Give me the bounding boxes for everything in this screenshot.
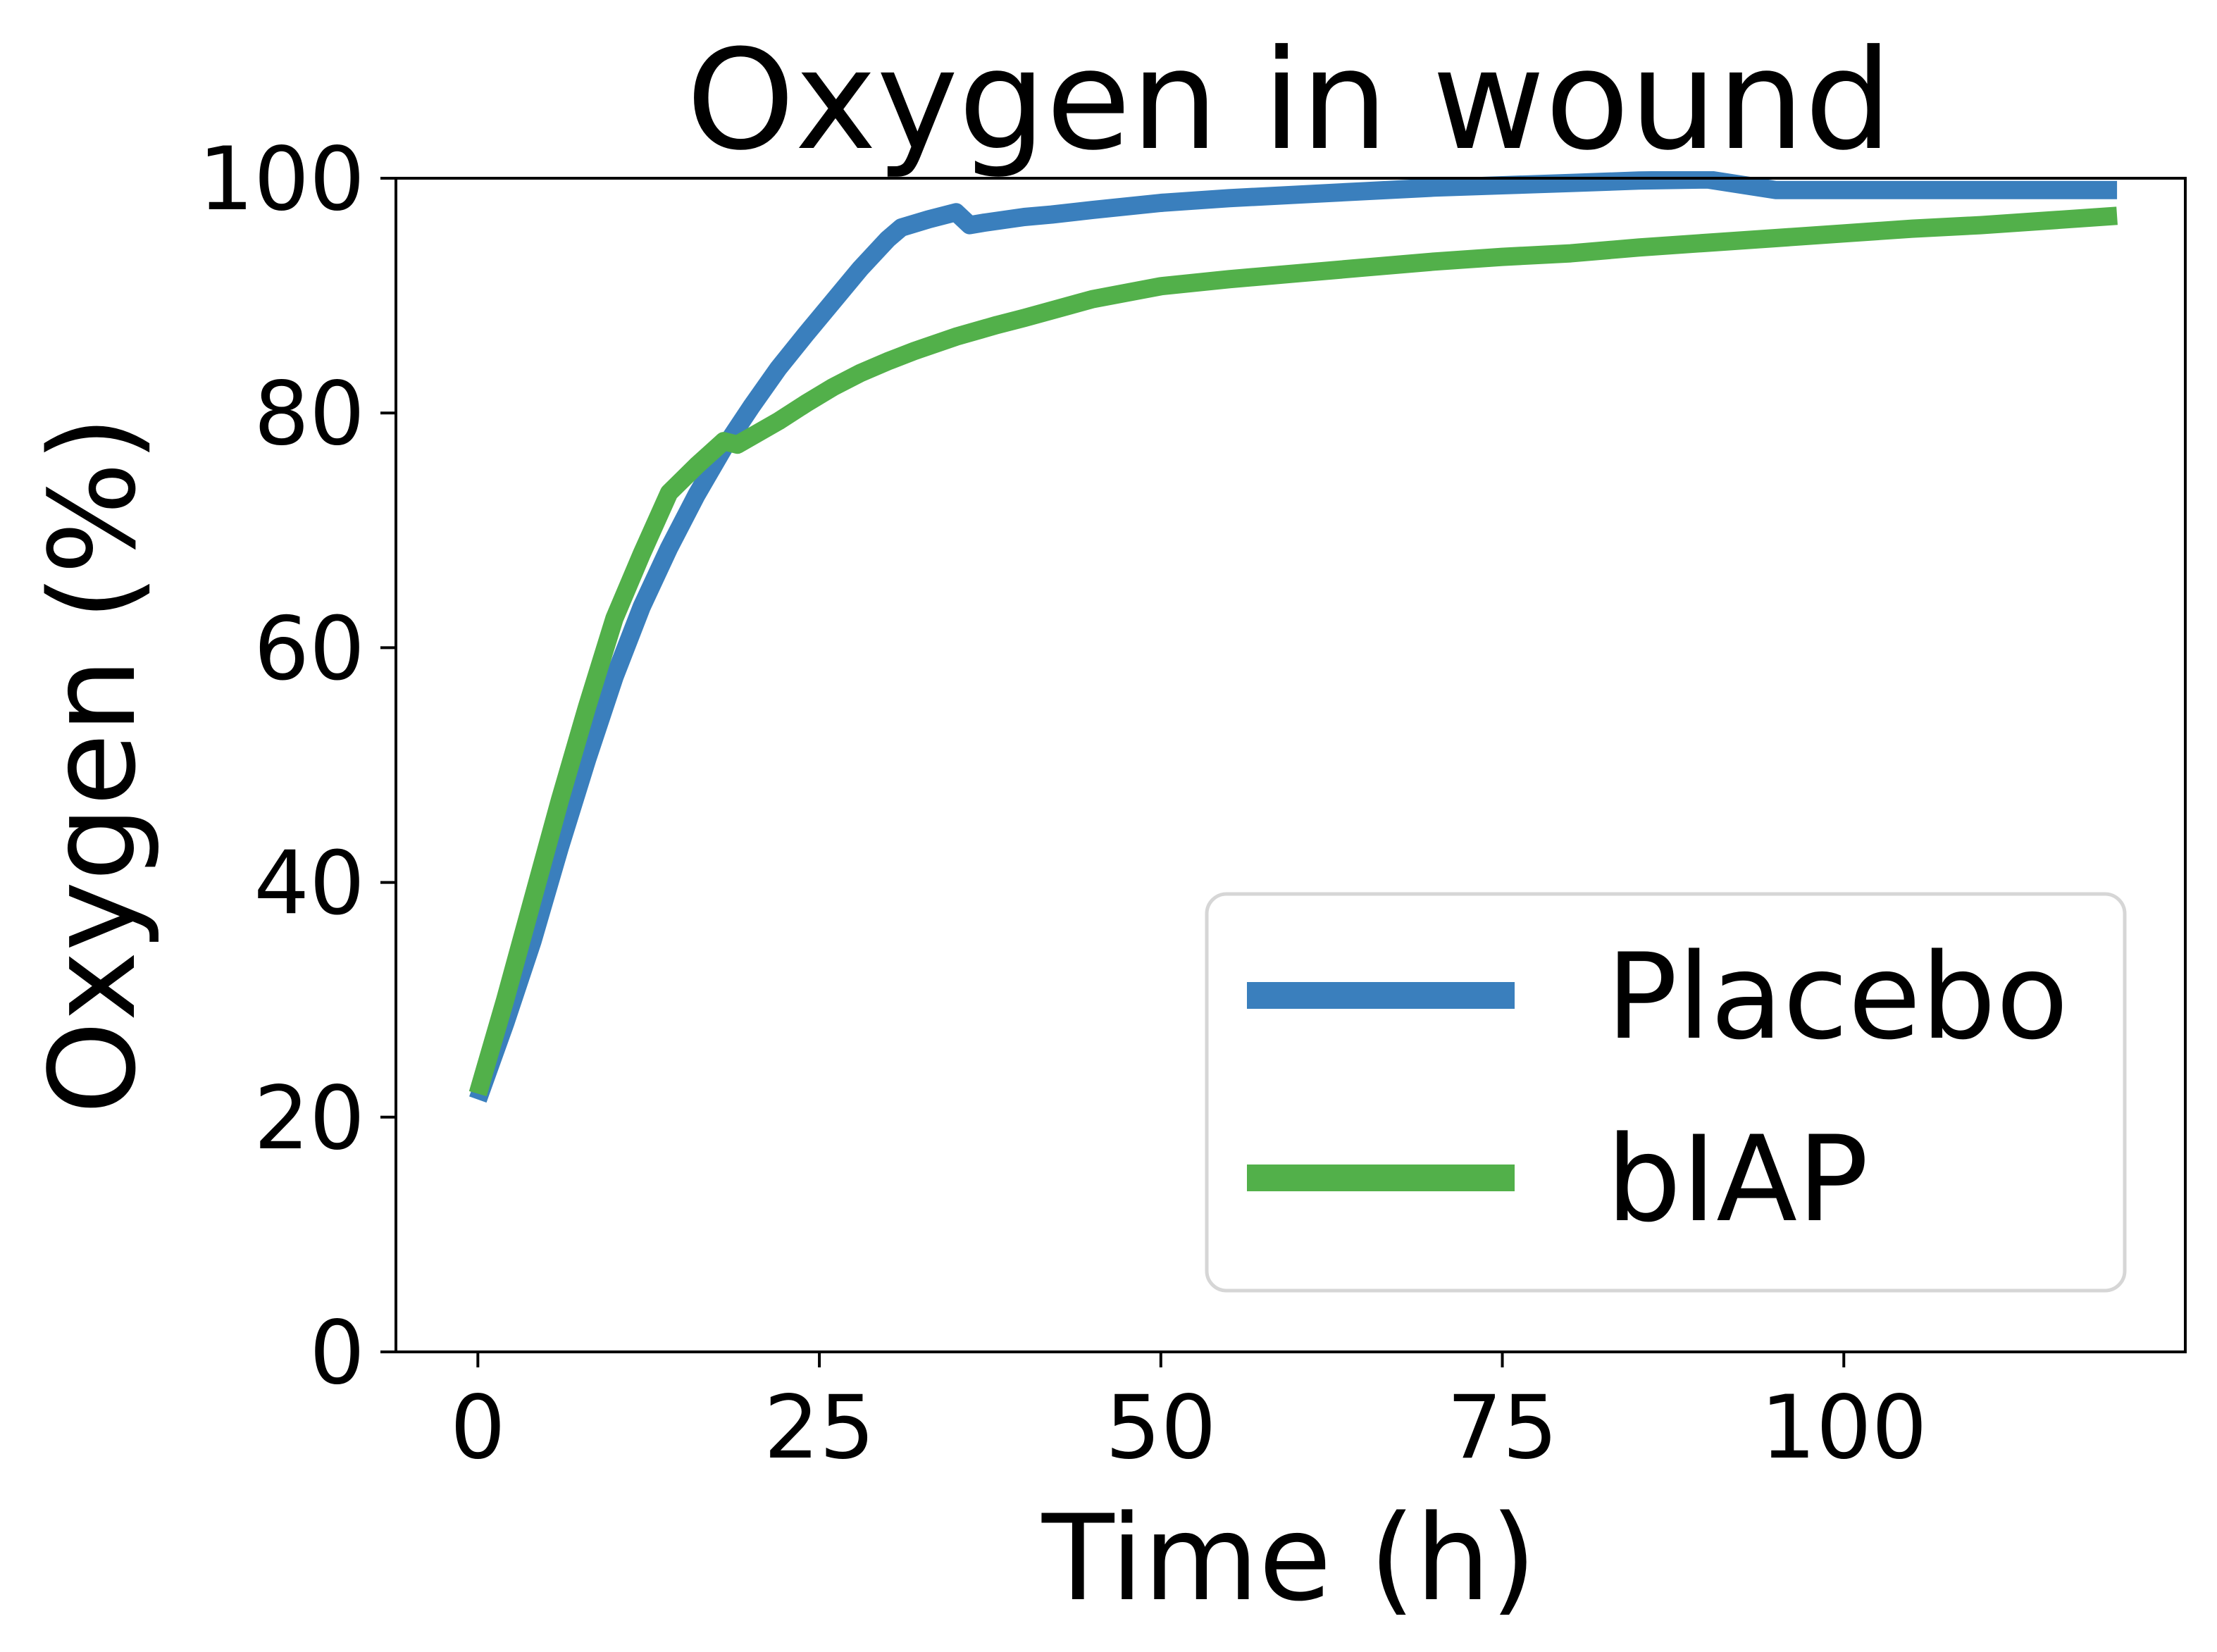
y-tick-label: 100 <box>198 129 365 230</box>
x-tick-label: 75 <box>1447 1377 1558 1479</box>
y-tick-label: 0 <box>309 1303 365 1404</box>
legend-label: bIAP <box>1606 1110 1868 1248</box>
y-tick-label: 20 <box>254 1068 365 1169</box>
y-tick-label: 80 <box>254 364 365 465</box>
series-line-biap <box>468 206 2118 1097</box>
chart-title: Oxygen in wound <box>686 20 1892 181</box>
x-tick-label: 0 <box>450 1377 506 1479</box>
x-axis: 0 25 50 75 100 <box>450 1352 1927 1479</box>
x-tick-label: 100 <box>1760 1377 1927 1479</box>
y-tick-label: 60 <box>254 598 365 700</box>
legend-items: Placebo bIAP <box>1247 928 2068 1248</box>
legend: Placebo bIAP <box>1205 892 2127 1293</box>
x-tick-label: 25 <box>764 1377 875 1479</box>
y-axis-title: Oxygen (%) <box>24 416 162 1114</box>
x-tick-label: 50 <box>1105 1377 1217 1479</box>
y-tick-label: 40 <box>254 833 365 935</box>
legend-label: Placebo <box>1606 928 2068 1066</box>
plot-area <box>468 171 2118 1103</box>
x-axis-title: Time (h) <box>1041 1489 1536 1627</box>
y-axis: 0 20 40 60 80 100 <box>198 129 396 1404</box>
plot-frame <box>395 177 2187 1353</box>
series-line-placebo <box>469 171 2118 1103</box>
